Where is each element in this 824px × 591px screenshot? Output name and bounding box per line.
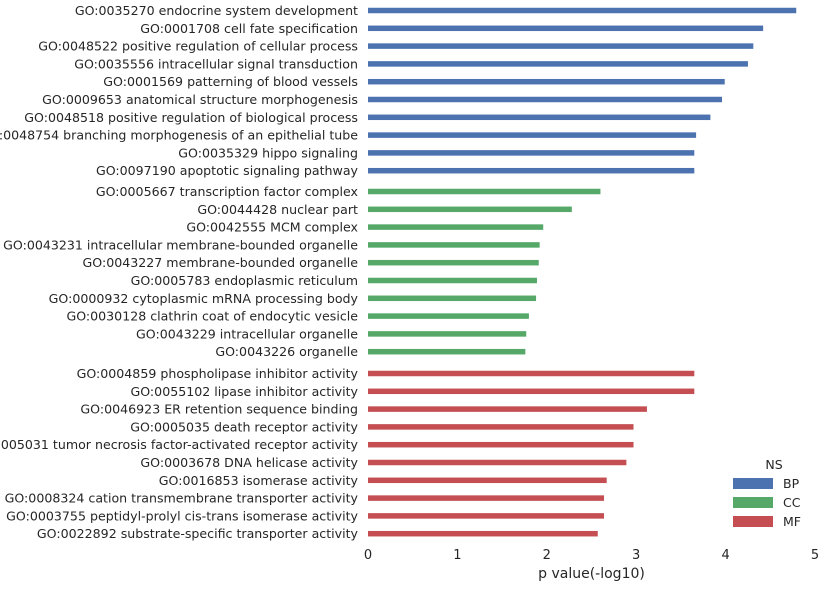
legend-swatch	[733, 516, 773, 527]
bar	[368, 331, 527, 337]
bar	[368, 441, 634, 448]
x-axis: p value(-log10) 0 1 2 3 4 5	[364, 548, 819, 582]
bar	[368, 513, 605, 519]
bar	[368, 424, 634, 430]
bar	[368, 530, 598, 537]
bar	[368, 188, 601, 195]
bar	[368, 25, 764, 32]
category-label: GO:0043227 membrane-bounded organelle	[83, 255, 359, 270]
category-label: GO:0005667 transcription factor complex	[96, 184, 359, 199]
bar	[368, 348, 526, 355]
category-label: GO:0043226 organelle	[215, 344, 358, 359]
category-labels: GO:0035270 endocrine system development G…	[0, 3, 359, 541]
bar	[368, 477, 607, 484]
bar	[368, 495, 605, 501]
x-tick-label: 5	[811, 548, 819, 563]
category-label: GO:0042555 MCM complex	[186, 220, 358, 235]
bar	[368, 259, 539, 266]
category-label: GO:0043229 intracellular organelle	[136, 326, 358, 341]
category-label: GO:0005031 tumor necrosis factor-activat…	[0, 437, 359, 452]
category-label: GO:0001569 patterning of blood vessels	[103, 74, 358, 89]
legend-swatch	[733, 497, 773, 508]
category-label: GO:0044428 nuclear part	[197, 202, 358, 217]
category-label: GO:0055102 lipase inhibitor activity	[130, 384, 358, 399]
category-label: GO:0035329 hippo signaling	[178, 145, 358, 160]
bar	[368, 206, 572, 213]
legend-swatch	[733, 478, 773, 489]
bars-layer	[368, 7, 797, 537]
category-label: GO:0097190 apoptotic signaling pathway	[96, 163, 359, 178]
category-label: GO:0003678 DNA helicase activity	[140, 455, 358, 470]
category-label: GO:0005035 death receptor activity	[130, 419, 358, 434]
x-tick-label: 3	[632, 548, 640, 563]
bar	[368, 96, 723, 103]
category-label: GO:0048518 positive regulation of biolog…	[24, 110, 358, 125]
x-tick-label: 4	[721, 548, 729, 563]
bar	[368, 61, 748, 67]
category-label: GO:0022892 substrate-specific transporte…	[37, 526, 359, 541]
category-label: GO:0016853 isomerase activity	[159, 473, 359, 488]
bar	[368, 224, 544, 230]
category-label: GO:0046923 ER retention sequence binding	[80, 402, 358, 417]
bar	[368, 78, 725, 85]
bar	[368, 370, 695, 377]
category-label: GO:0035270 endocrine system development	[75, 3, 358, 18]
x-tick-label: 0	[364, 548, 372, 563]
category-label: GO:0004859 phospholipase inhibitor activ…	[77, 366, 359, 381]
x-tick-label: 2	[543, 548, 551, 563]
category-label: GO:0048522 positive regulation of cellul…	[38, 39, 358, 54]
bar	[368, 114, 711, 121]
bar	[368, 313, 529, 319]
legend: NS BP CC MF	[733, 457, 801, 529]
bar	[368, 388, 695, 395]
bar	[368, 242, 540, 248]
category-label: GO:0003755 peptidyl-prolyl cis-trans iso…	[6, 508, 358, 523]
category-label: GO:0030128 clathrin coat of endocytic ve…	[66, 309, 358, 324]
legend-title: NS	[765, 457, 782, 472]
bar	[368, 277, 537, 284]
bar	[368, 295, 537, 302]
x-tick-label: 1	[453, 548, 461, 563]
category-label: GO:0005783 endoplasmic reticulum	[131, 273, 358, 288]
bar	[368, 132, 697, 138]
x-axis-label: p value(-log10)	[538, 566, 645, 582]
legend-label: BP	[783, 476, 800, 491]
category-label: GO:0009653 anatomical structure morphoge…	[42, 92, 358, 107]
category-label: GO:0035556 intracellular signal transduc…	[74, 56, 358, 71]
bar	[368, 459, 627, 466]
bar	[368, 7, 797, 14]
category-label: GO:0000932 cytoplasmic mRNA processing b…	[49, 291, 359, 306]
legend-label: CC	[783, 495, 801, 510]
bar	[368, 150, 695, 156]
bar	[368, 167, 695, 174]
legend-label: MF	[783, 514, 801, 529]
bar	[368, 406, 647, 412]
category-label: GO:0043231 intracellular membrane-bounde…	[3, 237, 358, 252]
category-label: GO:0008324 cation transmembrane transpor…	[5, 491, 359, 506]
bar	[368, 43, 754, 49]
category-label: GO:0001708 cell fate specification	[140, 21, 358, 36]
category-label: GO:0048754 branching morphogenesis of an…	[0, 128, 358, 143]
